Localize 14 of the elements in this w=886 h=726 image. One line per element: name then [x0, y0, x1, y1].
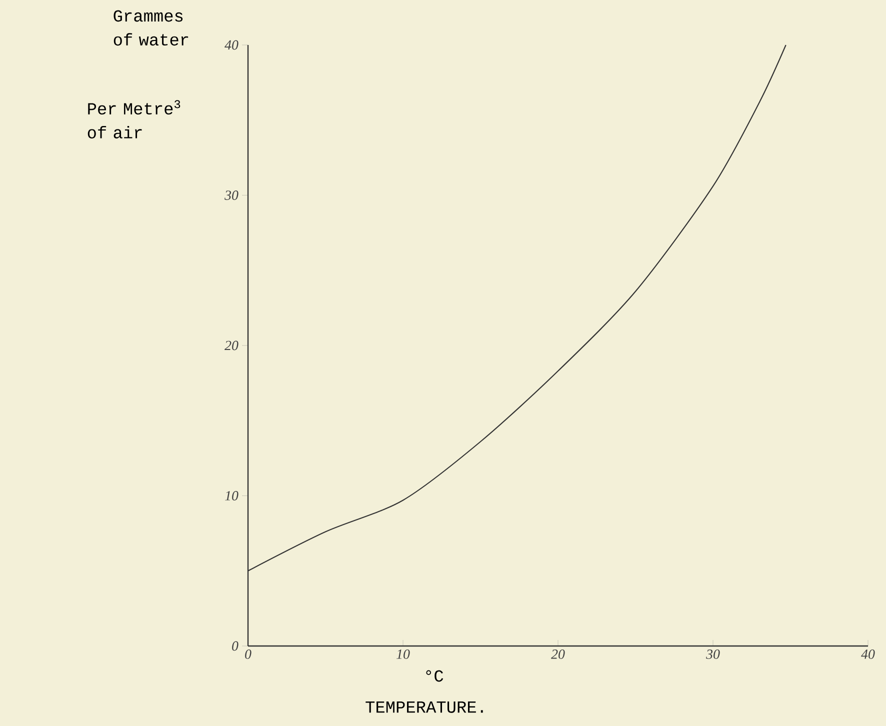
y-tick-label: 40: [224, 40, 238, 50]
y-axis-title: Grammes of water: [114, 10, 188, 46]
x-tick-label: 40: [861, 650, 875, 659]
y-tick-label: 30: [224, 190, 238, 200]
x-tick-label: 20: [551, 650, 565, 659]
y-tick-label: 0: [232, 641, 238, 651]
x-tick-label: 0: [245, 650, 252, 659]
x-axis-title: TEMPERATURE.: [366, 702, 483, 713]
x-tick-label: 10: [396, 650, 410, 659]
y-tick-label: 20: [224, 340, 238, 350]
text: °C: [426, 670, 444, 682]
text: Per Metre$^{3}$ of air: [88, 100, 180, 138]
y-tick-label: 10: [225, 491, 238, 500]
x-tick-label: 30: [706, 650, 720, 659]
